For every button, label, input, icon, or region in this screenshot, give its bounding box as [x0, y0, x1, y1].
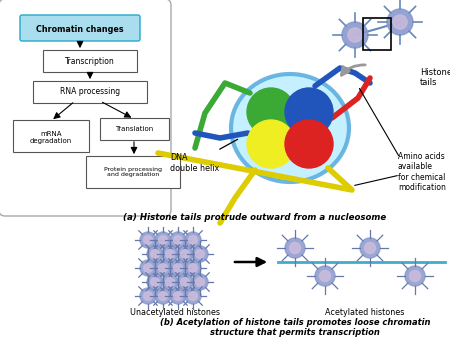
Circle shape	[405, 266, 425, 286]
Circle shape	[151, 249, 159, 258]
Text: Protein processing
and degradation: Protein processing and degradation	[104, 167, 162, 177]
Text: Histone
tails: Histone tails	[420, 68, 450, 88]
Text: DNA
double helix: DNA double helix	[170, 139, 238, 173]
Circle shape	[185, 232, 201, 248]
Circle shape	[162, 246, 178, 262]
Circle shape	[387, 9, 413, 35]
Circle shape	[155, 260, 171, 276]
Circle shape	[144, 292, 153, 300]
Circle shape	[192, 274, 208, 290]
Circle shape	[174, 264, 182, 272]
Text: Unacetylated histones: Unacetylated histones	[130, 308, 220, 317]
Ellipse shape	[231, 74, 349, 182]
Circle shape	[342, 22, 368, 48]
Circle shape	[180, 249, 189, 258]
Circle shape	[185, 288, 201, 304]
Circle shape	[320, 270, 330, 282]
Circle shape	[147, 246, 163, 262]
FancyBboxPatch shape	[0, 0, 171, 216]
Circle shape	[177, 274, 193, 290]
Text: Chromatin changes: Chromatin changes	[36, 24, 124, 33]
Circle shape	[360, 238, 380, 258]
FancyBboxPatch shape	[20, 15, 140, 41]
Circle shape	[196, 249, 204, 258]
FancyBboxPatch shape	[13, 120, 89, 152]
FancyBboxPatch shape	[100, 118, 169, 140]
Circle shape	[151, 277, 159, 286]
Circle shape	[348, 28, 362, 42]
Circle shape	[158, 236, 167, 244]
Circle shape	[158, 264, 167, 272]
Text: Acetylated histones: Acetylated histones	[325, 308, 405, 317]
Circle shape	[289, 242, 301, 254]
FancyBboxPatch shape	[86, 156, 180, 188]
Circle shape	[285, 238, 305, 258]
Circle shape	[170, 232, 186, 248]
Bar	[363, 18, 391, 50]
Circle shape	[140, 232, 156, 248]
Text: (a) Histone tails protrude outward from a nucleosome: (a) Histone tails protrude outward from …	[123, 213, 387, 222]
Text: Translation: Translation	[115, 126, 153, 132]
Text: Amino acids
available
for chemical
modification: Amino acids available for chemical modif…	[398, 152, 446, 192]
Circle shape	[285, 88, 333, 136]
Circle shape	[177, 246, 193, 262]
Text: RNA processing: RNA processing	[60, 88, 120, 97]
Circle shape	[174, 236, 182, 244]
Circle shape	[196, 277, 204, 286]
FancyBboxPatch shape	[33, 81, 147, 103]
Circle shape	[140, 288, 156, 304]
Text: mRNA
degradation: mRNA degradation	[30, 130, 72, 144]
Circle shape	[170, 288, 186, 304]
Circle shape	[166, 249, 175, 258]
Circle shape	[144, 236, 153, 244]
Circle shape	[315, 266, 335, 286]
Circle shape	[247, 88, 295, 136]
Circle shape	[174, 292, 182, 300]
Circle shape	[189, 292, 198, 300]
Text: (b) Acetylation of histone tails promotes loose chromatin
structure that permits: (b) Acetylation of histone tails promote…	[160, 318, 430, 337]
Circle shape	[189, 236, 198, 244]
Circle shape	[155, 232, 171, 248]
Circle shape	[364, 242, 375, 254]
Circle shape	[180, 277, 189, 286]
FancyBboxPatch shape	[43, 50, 137, 72]
Text: Transcription: Transcription	[65, 56, 115, 66]
Circle shape	[170, 260, 186, 276]
Circle shape	[166, 277, 175, 286]
Circle shape	[185, 260, 201, 276]
Circle shape	[162, 274, 178, 290]
Circle shape	[155, 288, 171, 304]
Circle shape	[192, 246, 208, 262]
Circle shape	[158, 292, 167, 300]
Circle shape	[189, 264, 198, 272]
Circle shape	[393, 15, 407, 29]
Circle shape	[144, 264, 153, 272]
Circle shape	[147, 274, 163, 290]
Circle shape	[247, 120, 295, 168]
Circle shape	[410, 270, 420, 282]
Circle shape	[285, 120, 333, 168]
Circle shape	[140, 260, 156, 276]
